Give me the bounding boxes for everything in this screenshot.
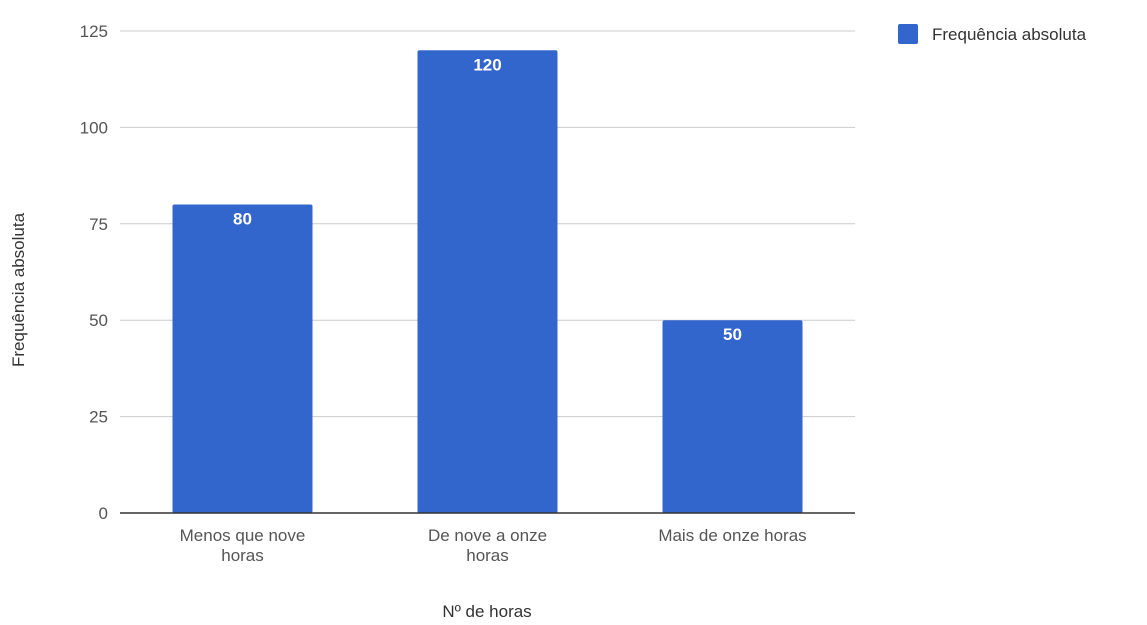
x-category-label: Menos que nove horas [180, 526, 306, 565]
data-label: 120 [473, 55, 501, 74]
bar [662, 320, 803, 513]
legend-label: Frequência absoluta [932, 25, 1087, 44]
bars [172, 50, 803, 513]
x-category-label: Mais de onze horas [658, 526, 806, 545]
y-tick-labels: 0 25 50 75 100 125 [80, 22, 108, 523]
y-axis-title: Frequência absoluta [9, 212, 28, 367]
y-tick-label: 100 [80, 118, 108, 137]
x-category-label: De nove a onze horas [428, 526, 547, 565]
category-label-line: horas [221, 546, 264, 565]
x-axis-title: Nº de horas [442, 602, 531, 621]
data-label: 80 [233, 210, 252, 229]
legend: Frequência absoluta [898, 24, 1087, 44]
y-tick-label: 50 [89, 311, 108, 330]
y-tick-label: 125 [80, 22, 108, 41]
legend-swatch [898, 24, 918, 44]
bar [417, 50, 558, 513]
category-label-line: De nove a onze [428, 526, 547, 545]
data-labels: 80 120 50 [233, 55, 742, 344]
bar [172, 204, 313, 513]
category-label-line: horas [466, 546, 509, 565]
data-label: 50 [723, 325, 742, 344]
y-tick-label: 25 [89, 408, 108, 427]
y-tick-label: 0 [99, 504, 108, 523]
category-label-line: Mais de onze horas [658, 526, 806, 545]
y-tick-label: 75 [89, 215, 108, 234]
category-label-line: Menos que nove [180, 526, 306, 545]
